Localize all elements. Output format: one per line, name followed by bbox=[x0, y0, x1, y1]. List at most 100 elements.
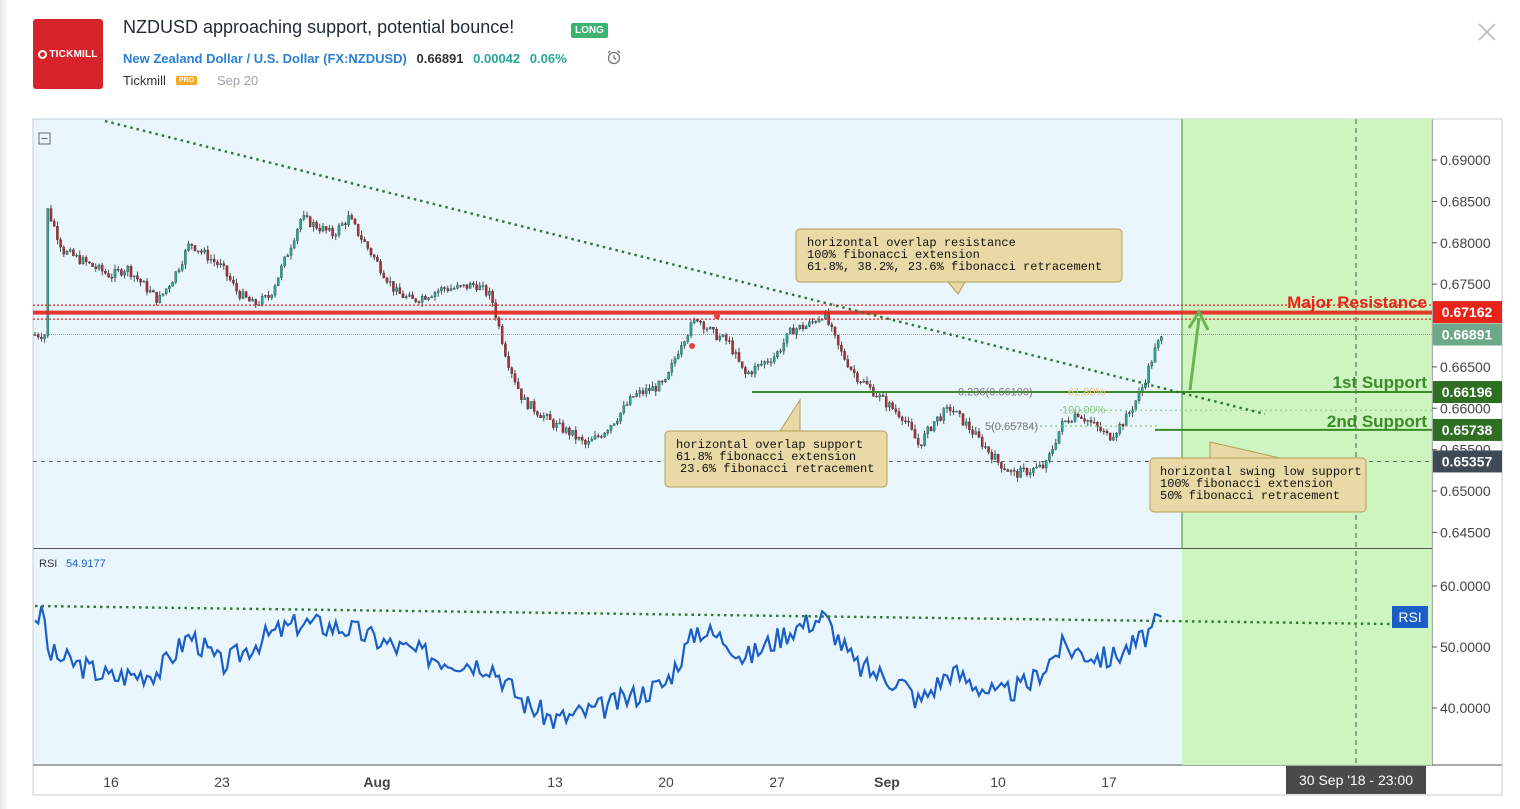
candle-body bbox=[1080, 416, 1083, 419]
candle-body bbox=[120, 269, 123, 276]
candle-body bbox=[148, 290, 152, 293]
candle-body bbox=[532, 401, 536, 412]
candle-body bbox=[1019, 467, 1022, 478]
candle-body bbox=[587, 441, 590, 445]
candle-body bbox=[190, 243, 194, 246]
candle-body bbox=[1096, 422, 1099, 427]
candle-body bbox=[593, 435, 597, 440]
candle-body bbox=[683, 341, 686, 346]
candle-body bbox=[417, 301, 421, 303]
candle-body bbox=[84, 257, 88, 263]
candle-body bbox=[1054, 443, 1058, 450]
candle-body bbox=[452, 288, 456, 290]
candle-body bbox=[273, 285, 277, 296]
candle-body bbox=[193, 245, 197, 251]
price-tag-box bbox=[1433, 450, 1502, 473]
candle-body bbox=[974, 431, 978, 435]
major-resistance-label: Major Resistance bbox=[1287, 293, 1427, 312]
candle-body bbox=[689, 322, 693, 336]
price-tick-label: 0.68000 bbox=[1440, 235, 1491, 251]
candle-body bbox=[561, 422, 565, 433]
candle-body bbox=[577, 437, 581, 440]
close-icon[interactable] bbox=[1476, 21, 1498, 43]
candle-body bbox=[424, 296, 427, 300]
time-tick-label: 23 bbox=[214, 774, 230, 790]
candle-body bbox=[136, 275, 139, 280]
alarm-clock-icon[interactable] bbox=[606, 49, 622, 65]
candle-body bbox=[100, 264, 104, 272]
candle-body bbox=[961, 413, 965, 426]
time-axis bbox=[33, 765, 1502, 795]
candle-body bbox=[196, 250, 200, 252]
candle-body bbox=[200, 250, 203, 253]
candle-body bbox=[360, 235, 363, 240]
candle-body bbox=[1044, 460, 1048, 469]
candle-body bbox=[238, 291, 242, 299]
candle-body bbox=[1041, 464, 1045, 469]
candle-body bbox=[804, 325, 808, 330]
candle-body bbox=[1092, 422, 1096, 424]
candle-body bbox=[609, 425, 613, 431]
annotation-line: 23.6% fibonacci retracement bbox=[680, 462, 874, 476]
rsi-layer: RSI 54.9177 RSI bbox=[34, 558, 1428, 729]
candle-body bbox=[488, 290, 491, 296]
candle-body bbox=[798, 324, 802, 329]
candle-body bbox=[1028, 472, 1032, 475]
candle-body bbox=[542, 415, 546, 419]
candle-body bbox=[772, 356, 776, 363]
candle-body bbox=[891, 402, 894, 409]
candle-body bbox=[664, 379, 667, 383]
candle-body bbox=[395, 287, 398, 292]
candle-body bbox=[331, 227, 334, 237]
candle-body bbox=[814, 321, 818, 323]
candle-body bbox=[888, 402, 891, 408]
annotation-line: 100% fibonacci extension bbox=[1160, 477, 1333, 491]
candle-body bbox=[766, 361, 770, 363]
candle-body bbox=[606, 430, 610, 434]
price-tag-box bbox=[1433, 418, 1502, 441]
candle-body bbox=[382, 272, 386, 279]
candle-body bbox=[923, 433, 926, 446]
candle-body bbox=[414, 298, 418, 302]
tickmill-logo: TICKMILL bbox=[33, 19, 103, 89]
candle-body bbox=[462, 284, 466, 286]
candle-body bbox=[699, 321, 702, 323]
collapse-square-icon[interactable] bbox=[38, 132, 51, 145]
candle-body bbox=[244, 291, 248, 298]
candle-body bbox=[145, 281, 149, 293]
candle-body bbox=[376, 257, 379, 262]
candle-body bbox=[1112, 436, 1115, 441]
candle-body bbox=[1057, 431, 1061, 444]
candle-body bbox=[248, 297, 251, 302]
candle-body bbox=[651, 386, 654, 391]
candle-body bbox=[334, 234, 338, 237]
candle-body bbox=[491, 290, 494, 304]
candle-body bbox=[760, 364, 763, 366]
candle-body bbox=[852, 369, 856, 374]
candle-body bbox=[740, 361, 744, 368]
bounce-arrow bbox=[1188, 317, 1201, 391]
candle-body bbox=[936, 416, 939, 422]
price-tick-label: 0.66500 bbox=[1440, 359, 1491, 375]
candle-body bbox=[884, 396, 888, 408]
candle-body bbox=[171, 282, 174, 287]
candle-body bbox=[523, 397, 526, 400]
symbol-code-link[interactable]: (FX:NZDUSD) bbox=[323, 51, 407, 66]
drawings-layer: 0.236(0.66190) 61.80% 100.00% 5(0.65784) Maj… bbox=[33, 119, 1432, 462]
symbol-name-link[interactable]: New Zealand Dollar / U.S. Dollar bbox=[123, 51, 320, 66]
candle-body bbox=[296, 228, 299, 241]
candle-body bbox=[590, 439, 594, 442]
author-name[interactable]: Tickmill bbox=[123, 73, 166, 88]
candle-body bbox=[504, 343, 507, 357]
candle-body bbox=[776, 351, 779, 357]
rsi-tick-label: 40.0000 bbox=[1440, 700, 1491, 716]
candle-body bbox=[318, 228, 322, 232]
candle-body bbox=[225, 265, 229, 277]
idea-title: NZDUSD approaching support, potential bo… bbox=[123, 17, 515, 37]
rsi-line bbox=[34, 605, 1162, 729]
candle-body bbox=[856, 372, 859, 382]
time-tick-label: 20 bbox=[658, 774, 674, 790]
candle-body bbox=[292, 240, 296, 249]
candle-body bbox=[907, 420, 910, 423]
